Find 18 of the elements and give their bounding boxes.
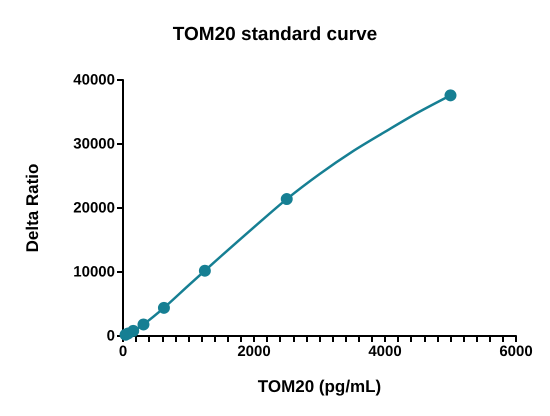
point (158, 302, 170, 314)
y-tick-label: 10000 (73, 264, 115, 280)
y-axis-title: Delta Ratio (23, 164, 42, 252)
point (137, 318, 150, 330)
x-tick-label: 4000 (368, 343, 402, 360)
y-tick-label: 0 (106, 328, 115, 344)
point (198, 264, 211, 277)
y-tick-label: 20000 (73, 200, 115, 216)
x-tick-label: 2000 (237, 343, 271, 360)
point (444, 89, 456, 102)
y-tick-label: 30000 (73, 136, 115, 152)
x-tick-label: 0 (118, 343, 128, 360)
chart-title: TOM20 standard curve (172, 24, 378, 45)
point (280, 193, 293, 206)
y-tick-label: 40000 (73, 72, 115, 88)
point (127, 324, 140, 337)
x-axis-title: TOM20 (pg/mL) (258, 377, 382, 396)
x-tick-label: 6000 (499, 343, 533, 360)
